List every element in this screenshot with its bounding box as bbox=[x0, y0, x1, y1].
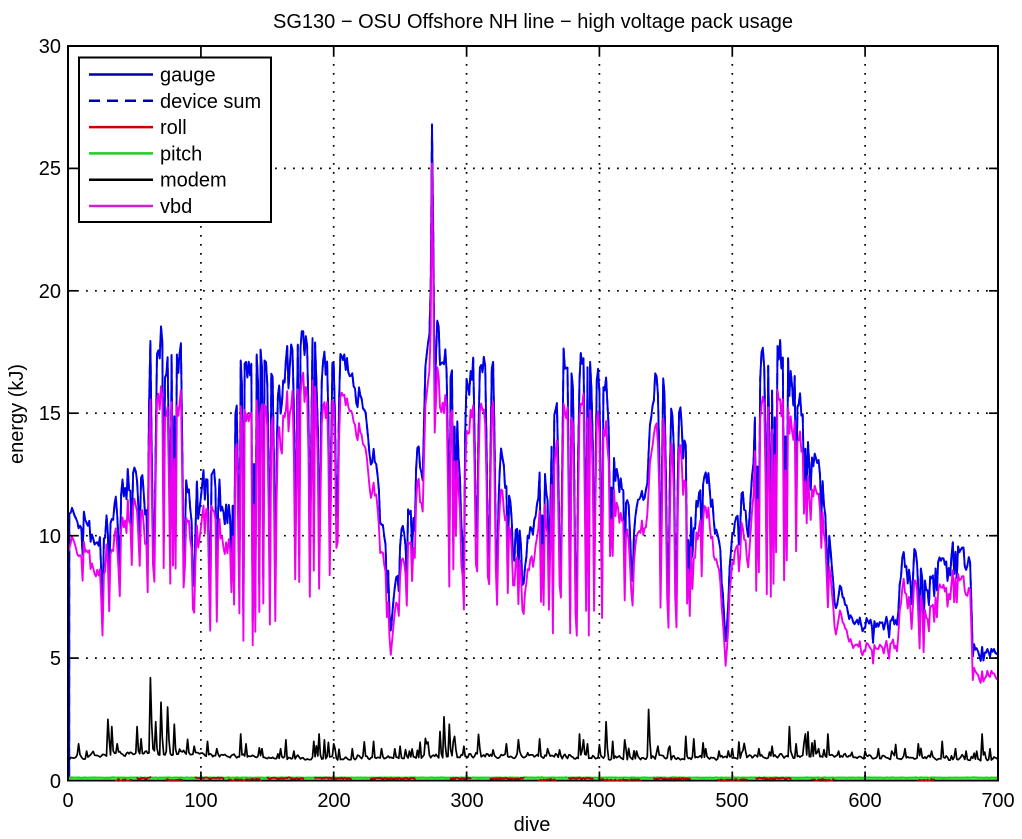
svg-text:roll: roll bbox=[160, 117, 187, 139]
svg-text:5: 5 bbox=[50, 648, 61, 670]
svg-text:10: 10 bbox=[39, 526, 61, 548]
svg-text:25: 25 bbox=[39, 158, 61, 180]
svg-text:device sum: device sum bbox=[160, 91, 261, 113]
svg-text:modem: modem bbox=[160, 170, 227, 192]
svg-text:SG130 − OSU Offshore NH line −: SG130 − OSU Offshore NH line − high volt… bbox=[273, 11, 793, 33]
svg-text:0: 0 bbox=[62, 790, 73, 812]
svg-text:200: 200 bbox=[317, 790, 350, 812]
svg-text:600: 600 bbox=[848, 790, 881, 812]
svg-text:30: 30 bbox=[39, 36, 61, 58]
svg-text:energy (kJ): energy (kJ) bbox=[6, 364, 28, 464]
svg-text:gauge: gauge bbox=[160, 65, 216, 87]
svg-text:vbd: vbd bbox=[160, 196, 192, 218]
svg-text:500: 500 bbox=[715, 790, 748, 812]
svg-text:pitch: pitch bbox=[160, 143, 202, 165]
svg-text:400: 400 bbox=[582, 790, 615, 812]
svg-text:300: 300 bbox=[450, 790, 483, 812]
svg-text:15: 15 bbox=[39, 403, 61, 425]
svg-text:dive: dive bbox=[514, 814, 551, 836]
svg-text:20: 20 bbox=[39, 281, 61, 303]
svg-text:700: 700 bbox=[981, 790, 1014, 812]
svg-text:0: 0 bbox=[50, 771, 61, 793]
svg-text:100: 100 bbox=[184, 790, 217, 812]
